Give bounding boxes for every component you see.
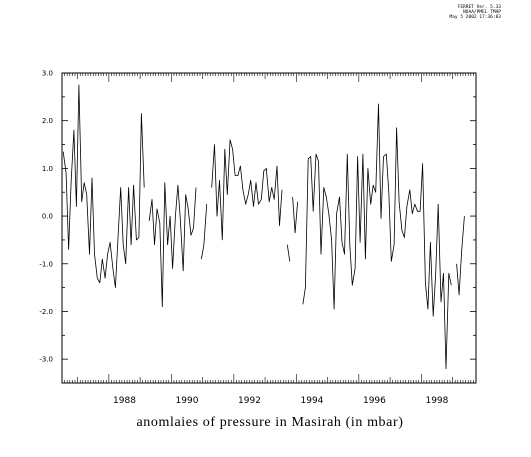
series-line <box>302 103 452 370</box>
x-tick-label: 1990 <box>176 396 199 406</box>
x-tick-label: 1992 <box>238 396 261 406</box>
plot-frame <box>61 72 477 384</box>
y-tick-label: 0.0 <box>42 213 53 221</box>
axis-ticks <box>61 72 477 384</box>
x-tick-label: 1988 <box>113 396 136 406</box>
series-line <box>211 139 283 241</box>
y-tick-label: 1.0 <box>42 165 53 173</box>
series-line <box>148 182 197 308</box>
x-axis-title: anomlaies of pressure in Masirah (in mba… <box>136 415 403 430</box>
stamp-line-2: NOAA/PMEL TMAP <box>463 10 501 15</box>
x-tick-label: 1996 <box>363 396 386 406</box>
stamp-line-1: FERRET Ver. 5.33 <box>457 5 501 10</box>
y-tick-label: -3.0 <box>39 356 53 364</box>
series-line <box>286 244 291 262</box>
y-tick-label: -2.0 <box>39 308 53 316</box>
series-line <box>292 196 298 234</box>
x-tick-label: 1998 <box>425 396 448 406</box>
y-tick-label: -1.0 <box>39 260 53 268</box>
ferret-version-stamp: FERRET Ver. 5.33 NOAA/PMEL TMAP May 5 20… <box>411 5 501 20</box>
x-tick-label: 1994 <box>301 396 324 406</box>
stamp-line-3: May 5 2002 17:36:03 <box>449 15 501 20</box>
series-line <box>456 216 465 296</box>
series-line <box>201 204 208 260</box>
y-tick-label: 3.0 <box>42 70 53 78</box>
axis-tick-labels: 3.0 2.0 1.0 0.0 -1.0 -2.0 -3.0 1988 1990 1992 1994… <box>39 70 448 407</box>
series-line <box>62 84 145 289</box>
data-series <box>62 84 465 370</box>
y-tick-label: 2.0 <box>42 117 53 125</box>
